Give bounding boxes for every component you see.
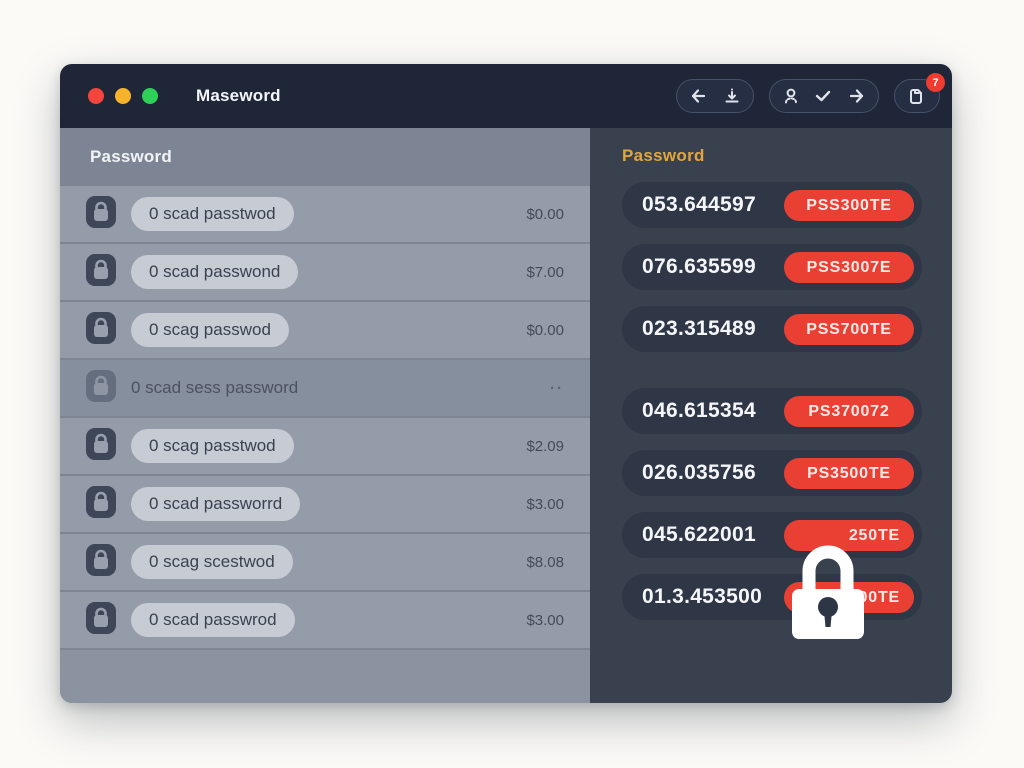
zoom-window-button[interactable] bbox=[142, 88, 158, 104]
item-value: ·· bbox=[550, 379, 564, 397]
password-number: 053.644597 bbox=[642, 193, 756, 216]
item-label: 0 scag passtwod bbox=[131, 429, 294, 463]
password-number: 045.622001 bbox=[642, 523, 756, 546]
download-icon[interactable] bbox=[723, 87, 741, 105]
password-list-item[interactable]: 0 scag scestwod $8.08 bbox=[60, 534, 590, 590]
item-value: $7.00 bbox=[526, 263, 564, 281]
lock-icon bbox=[86, 601, 116, 639]
item-value: $8.08 bbox=[526, 553, 564, 571]
toolbar: 7 bbox=[676, 73, 945, 113]
password-entry[interactable]: 026.035756 PS3500TE bbox=[622, 450, 922, 496]
password-number: 026.035756 bbox=[642, 461, 756, 484]
password-number: 01.3.453500 bbox=[642, 585, 763, 608]
clipboard-icon bbox=[907, 86, 927, 106]
item-value: $0.00 bbox=[526, 205, 564, 223]
password-badge: PS370072 bbox=[784, 395, 914, 427]
minimize-window-button[interactable] bbox=[115, 88, 131, 104]
item-label: 0 scad sess password bbox=[131, 378, 299, 397]
item-value: $2.09 bbox=[526, 437, 564, 455]
item-label: 0 scad passtwod bbox=[131, 197, 294, 231]
password-list-item[interactable]: 0 scad passwond $7.00 bbox=[60, 244, 590, 300]
lock-icon bbox=[86, 543, 116, 581]
password-badge: 00TE bbox=[784, 581, 914, 613]
titlebar: Maseword bbox=[60, 64, 952, 128]
password-entry[interactable]: 01.3.453500 00TE bbox=[622, 574, 922, 620]
item-label: 0 scag passwod bbox=[131, 313, 289, 347]
item-value: $3.00 bbox=[526, 611, 564, 629]
password-list-item[interactable]: 0 scad passwrod $3.00 bbox=[60, 592, 590, 648]
account-pill-group bbox=[769, 79, 879, 113]
right-panel-header: Password bbox=[622, 146, 705, 165]
password-badge: PSS300TE bbox=[784, 189, 914, 221]
password-detail-panel: Password 053.644597 PSS300TE 076.635599 … bbox=[590, 128, 952, 703]
password-entry[interactable]: 045.622001 250TE bbox=[622, 512, 922, 558]
item-label: 0 scad passworrd bbox=[131, 487, 301, 521]
item-label: 0 scad passwond bbox=[131, 255, 299, 289]
password-badge: 250TE bbox=[784, 519, 914, 551]
user-icon[interactable] bbox=[782, 87, 800, 105]
password-entry[interactable]: 053.644597 PSS300TE bbox=[622, 182, 922, 228]
password-badge: PSS3007E bbox=[784, 251, 914, 283]
left-panel-footer bbox=[60, 650, 590, 703]
forward-arrow-icon[interactable] bbox=[846, 87, 866, 105]
password-list-item[interactable]: 0 scad passtwod $0.00 bbox=[60, 186, 590, 242]
password-entry[interactable]: 046.615354 PS370072 bbox=[622, 388, 922, 434]
item-value: $0.00 bbox=[526, 321, 564, 339]
password-entry[interactable]: 023.315489 PSS700TE bbox=[622, 306, 922, 352]
item-label: 0 scag scestwod bbox=[131, 545, 293, 579]
password-number: 076.635599 bbox=[642, 255, 756, 278]
lock-icon bbox=[86, 311, 116, 349]
row-gap-spacer bbox=[622, 368, 952, 388]
notification-badge: 7 bbox=[926, 73, 945, 92]
password-badge: PS3500TE bbox=[784, 457, 914, 489]
back-arrow-icon[interactable] bbox=[689, 87, 709, 105]
lock-icon bbox=[86, 195, 116, 233]
window-title: Maseword bbox=[196, 86, 281, 105]
traffic-lights bbox=[88, 88, 158, 104]
clipboard-pill-button[interactable]: 7 bbox=[894, 73, 945, 113]
lock-icon bbox=[86, 427, 116, 465]
left-panel-header: Password bbox=[60, 128, 590, 186]
password-list-item-selected[interactable]: 0 scad sess password ·· bbox=[60, 360, 590, 416]
password-list-panel: Password 0 scad passtwod $0.00 0 scad pa… bbox=[60, 128, 590, 703]
password-list-item[interactable]: 0 scad passworrd $3.00 bbox=[60, 476, 590, 532]
item-value: $3.00 bbox=[526, 495, 564, 513]
password-entry[interactable]: 076.635599 PSS3007E bbox=[622, 244, 922, 290]
lock-icon bbox=[86, 253, 116, 291]
nav-pill-group bbox=[676, 79, 754, 113]
password-list-item[interactable]: 0 scag passtwod $2.09 bbox=[60, 418, 590, 474]
close-window-button[interactable] bbox=[88, 88, 104, 104]
password-number: 046.615354 bbox=[642, 399, 756, 422]
lock-icon bbox=[86, 369, 116, 407]
app-window: Maseword bbox=[60, 64, 952, 703]
password-list-item[interactable]: 0 scag passwod $0.00 bbox=[60, 302, 590, 358]
item-label: 0 scad passwrod bbox=[131, 603, 295, 637]
lock-icon bbox=[86, 485, 116, 523]
window-body: Password 0 scad passtwod $0.00 0 scad pa… bbox=[60, 128, 952, 703]
password-badge: PSS700TE bbox=[784, 313, 914, 345]
check-icon[interactable] bbox=[814, 89, 832, 103]
password-number: 023.315489 bbox=[642, 317, 756, 340]
